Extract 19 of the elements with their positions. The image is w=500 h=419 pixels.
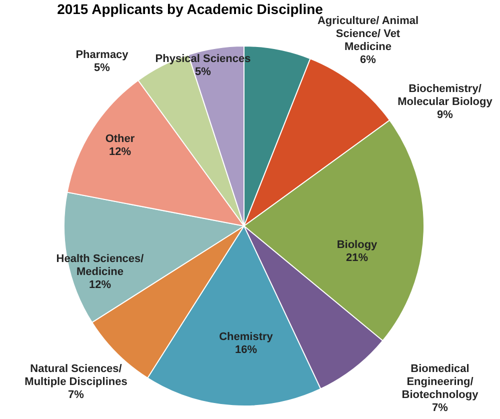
data-label: 5%: [195, 66, 212, 78]
data-label: 12%: [88, 279, 112, 291]
data-label: 12%: [108, 146, 132, 158]
slice-label: Biology: [336, 239, 378, 251]
data-label: 7%: [68, 389, 84, 401]
slice-label: Biomedical Engineering/ Biotechnology: [402, 363, 480, 401]
data-label: 7%: [432, 402, 448, 414]
slice-label: Agriculture/ Animal Science/ Vet Medicine: [317, 15, 419, 53]
chart-title: 2015 Applicants by Academic Discipline: [57, 1, 324, 17]
data-label: 16%: [234, 344, 258, 356]
slice-label: Chemistry: [219, 331, 274, 343]
data-label: 6%: [360, 54, 376, 66]
slice-label: Pharmacy: [76, 49, 130, 61]
data-label: 21%: [346, 252, 368, 264]
data-label: 9%: [437, 109, 454, 121]
data-label: 5%: [94, 62, 110, 74]
slice-label: Natural Sciences/ Multiple Disciplines: [24, 363, 128, 388]
slice-label: Other: [105, 133, 136, 145]
slice-label: Biochemistry/ Molecular Biology: [398, 83, 494, 108]
